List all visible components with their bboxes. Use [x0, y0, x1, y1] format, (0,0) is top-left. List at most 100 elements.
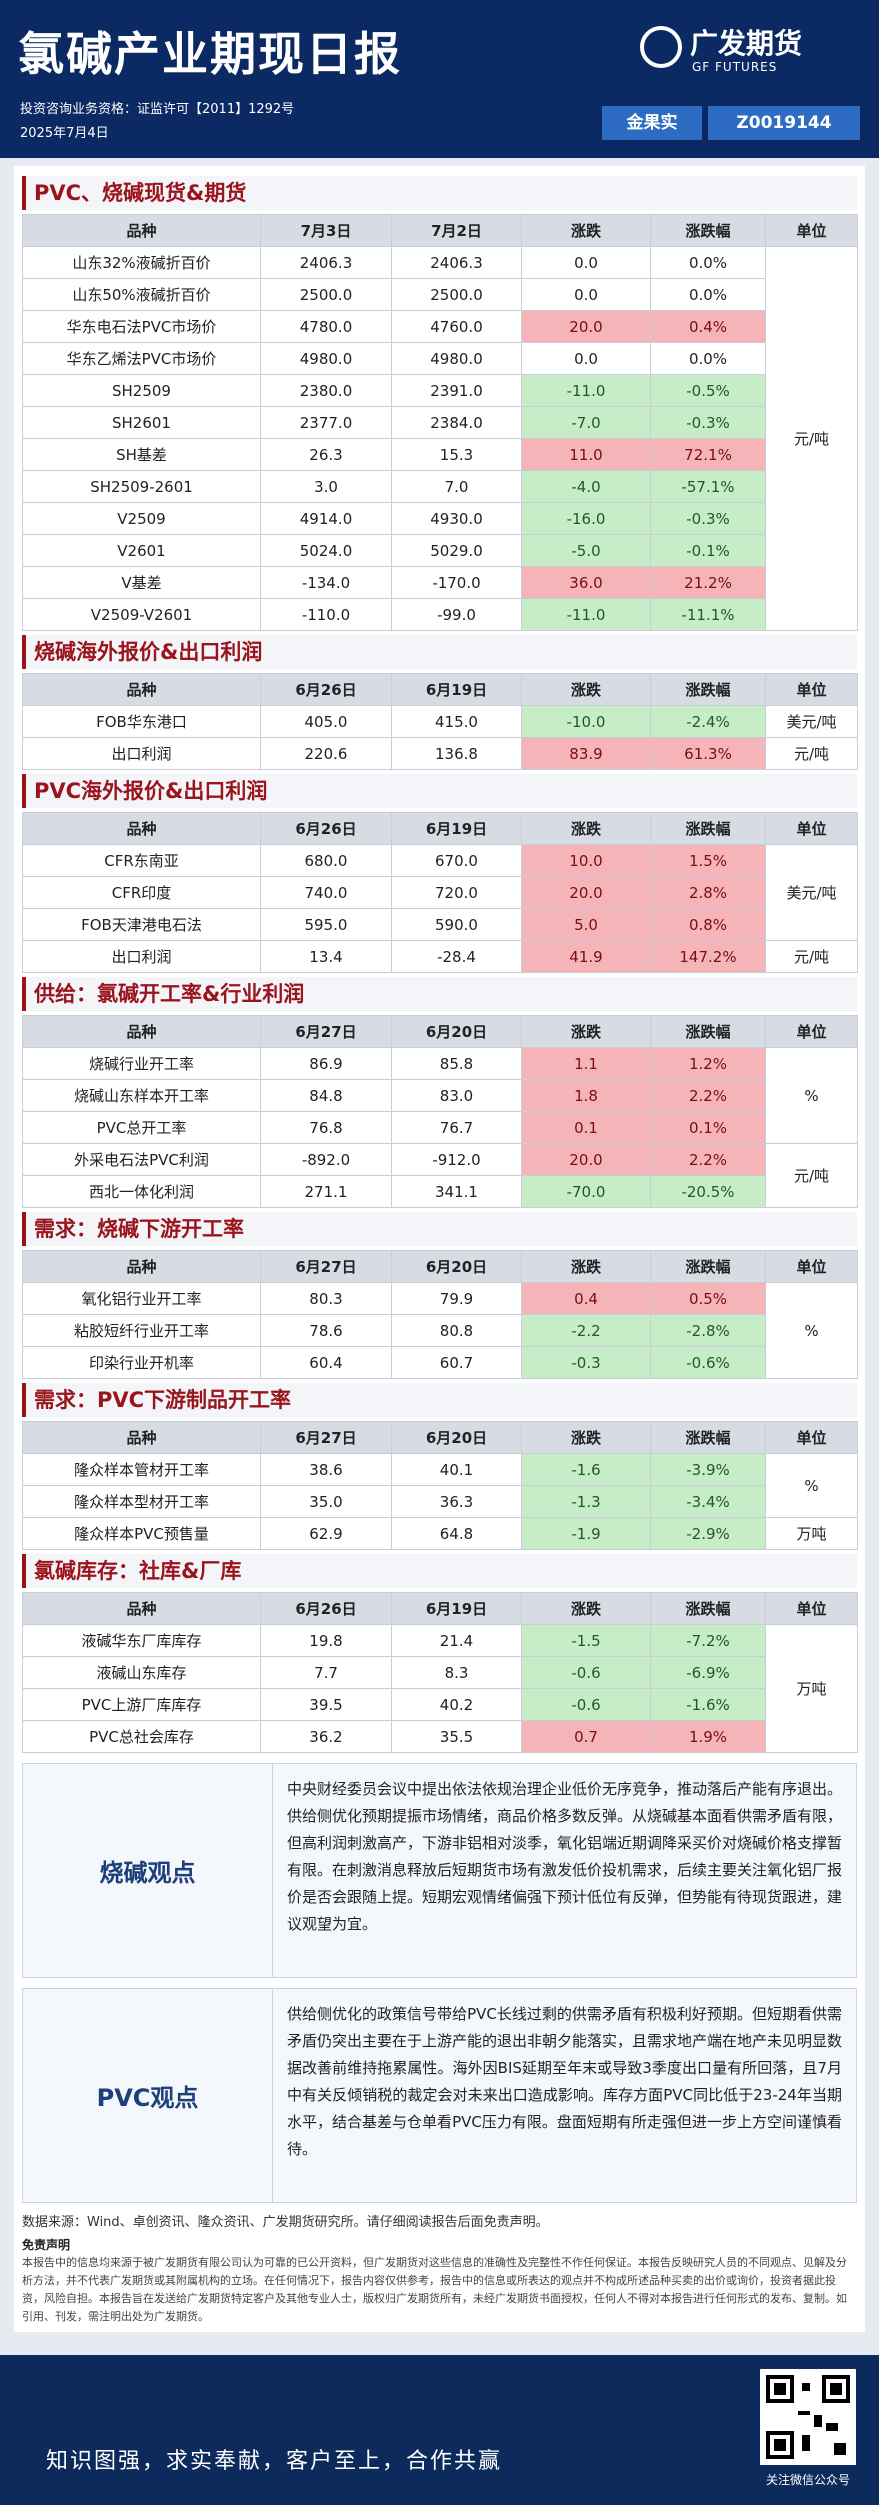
item-name: 出口利润	[22, 940, 261, 973]
column-header: 6月26日	[260, 812, 392, 845]
item-name: 烧碱行业开工率	[22, 1047, 261, 1080]
column-header: 6月20日	[391, 1421, 522, 1454]
item-name: PVC总社会库存	[22, 1720, 261, 1753]
item-name: 液碱山东库存	[22, 1656, 261, 1689]
cell-value: -4.0	[521, 470, 651, 503]
section-title: 氯碱库存：社库&厂库	[22, 1554, 857, 1588]
cell-value: 0.7	[521, 1720, 651, 1753]
column-header: 品种	[22, 1015, 261, 1048]
cell-value: -6.9%	[650, 1656, 766, 1689]
cell-value: 4760.0	[391, 310, 522, 343]
column-header: 涨跌幅	[650, 812, 766, 845]
cell-value: 41.9	[521, 940, 651, 973]
cell-value: -7.0	[521, 406, 651, 439]
column-header: 涨跌	[521, 812, 651, 845]
cell-value: 720.0	[391, 876, 522, 909]
logo-text: 广发期货	[690, 27, 803, 60]
cell-value: 2406.3	[391, 246, 522, 279]
item-name: FOB华东港口	[22, 705, 261, 738]
unit: 元/吨	[765, 1143, 858, 1208]
cell-value: 76.7	[391, 1111, 522, 1144]
cell-value: 5.0	[521, 908, 651, 941]
item-name: 出口利润	[22, 737, 261, 770]
table-row: 外采电石法PVC利润 -892.0 -912.0 20.0 2.2% 元/吨	[22, 1143, 858, 1208]
column-header: 6月19日	[391, 673, 522, 706]
slogan: 知识图强，求实奉献，客户至上，合作共赢	[46, 2449, 503, 2474]
qr-caption: 关注微信公众号	[765, 2473, 850, 2487]
unit: %	[765, 1282, 858, 1379]
column-header: 单位	[765, 812, 858, 845]
cell-value: -134.0	[260, 566, 392, 599]
item-name: 华东电石法PVC市场价	[22, 310, 261, 343]
cell-value: 4980.0	[391, 342, 522, 375]
table-row: PVC上游厂库库存 39.5 40.2 -0.6 -1.6%	[22, 1688, 858, 1721]
table-row: SH2509-2601 3.0 7.0 -4.0 -57.1%	[22, 470, 858, 503]
cell-value: 341.1	[391, 1175, 522, 1208]
column-header: 涨跌幅	[650, 1250, 766, 1283]
unit: 万吨	[765, 1624, 858, 1753]
cell-value: 2.2%	[650, 1079, 766, 1112]
cell-value: 79.9	[391, 1282, 522, 1315]
item-name: 氧化铝行业开工率	[22, 1282, 261, 1315]
cell-value: 4914.0	[260, 502, 392, 535]
cell-value: 670.0	[391, 844, 522, 877]
column-header: 品种	[22, 673, 261, 706]
tables: PVC、烧碱现货&期货 品种 7月3日 7月2日 涨跌 涨跌幅 单位 山东32%液碱折百价 24…	[22, 176, 858, 1753]
item-name: 隆众样本PVC预售量	[22, 1517, 261, 1550]
opinion-label: PVC观点	[23, 1989, 273, 2202]
item-name: SH基差	[22, 438, 261, 471]
disclaimer-title: 免责声明	[22, 2238, 71, 2252]
section-title: 烧碱海外报价&出口利润	[22, 635, 857, 669]
cell-value: -1.5	[521, 1624, 651, 1657]
header-row: 品种 6月26日 6月19日 涨跌 涨跌幅 单位	[22, 812, 858, 845]
unit: %	[765, 1453, 858, 1518]
cell-value: 39.5	[260, 1688, 392, 1721]
header-row: 品种 7月3日 7月2日 涨跌 涨跌幅 单位	[22, 214, 858, 247]
footer: 知识图强，求实奉献，客户至上，合作共赢 关注微信公众号	[0, 2355, 879, 2505]
cell-value: -0.5%	[650, 374, 766, 407]
cell-value: -5.0	[521, 534, 651, 567]
cell-value: -1.6%	[650, 1688, 766, 1721]
cell-value: -7.2%	[650, 1624, 766, 1657]
table-row: V2601 5024.0 5029.0 -5.0 -0.1%	[22, 534, 858, 567]
item-name: V2601	[22, 534, 261, 567]
data-table: 品种 6月26日 6月19日 涨跌 涨跌幅 单位 CFR东南亚 680.0 670.0 10.0 1…	[22, 812, 858, 973]
column-header: 单位	[765, 214, 858, 247]
data-table: 品种 6月27日 6月20日 涨跌 涨跌幅 单位 烧碱行业开工率 86.9 85.8 1.1 1.2…	[22, 1015, 858, 1208]
unit: 美元/吨	[765, 705, 858, 738]
cell-value: 5024.0	[260, 534, 392, 567]
header-row: 品种 6月27日 6月20日 涨跌 涨跌幅 单位	[22, 1421, 858, 1454]
column-header: 7月3日	[260, 214, 392, 247]
cell-value: 220.6	[260, 737, 392, 770]
table-row: PVC总社会库存 36.2 35.5 0.7 1.9%	[22, 1720, 858, 1753]
table-row: 出口利润 13.4 -28.4 41.9 147.2% 元/吨	[22, 940, 858, 973]
item-name: PVC总开工率	[22, 1111, 261, 1144]
table-row: SH2601 2377.0 2384.0 -7.0 -0.3%	[22, 406, 858, 439]
cell-value: -1.3	[521, 1485, 651, 1518]
unit: 美元/吨	[765, 844, 858, 941]
column-header: 品种	[22, 1250, 261, 1283]
data-table: 品种 7月3日 7月2日 涨跌 涨跌幅 单位 山东32%液碱折百价 2406.3 2406.3 0…	[22, 214, 858, 631]
cell-value: 590.0	[391, 908, 522, 941]
table-row: 液碱华东厂库库存 19.8 21.4 -1.5 -7.2% 万吨	[22, 1624, 858, 1753]
logo-subtext: GF FUTURES	[692, 60, 778, 74]
data-table: 品种 6月27日 6月20日 涨跌 涨跌幅 单位 隆众样本管材开工率 38.6 40.1 -1.6…	[22, 1421, 858, 1550]
cell-value: 11.0	[521, 438, 651, 471]
column-header: 涨跌幅	[650, 1421, 766, 1454]
column-header: 6月19日	[391, 812, 522, 845]
cell-value: 2377.0	[260, 406, 392, 439]
opinion-text: 供给侧优化的政策信号带给PVC长线过剩的供需矛盾有积极利好预期。但短期看供需矛盾…	[287, 2005, 843, 2158]
unit: 元/吨	[765, 940, 858, 973]
item-name: SH2509	[22, 374, 261, 407]
logo-icon	[640, 26, 682, 68]
qualification: 投资咨询业务资格：证监许可【2011】1292号	[20, 102, 295, 117]
cell-value: 7.0	[391, 470, 522, 503]
header-row: 品种 6月26日 6月19日 涨跌 涨跌幅 单位	[22, 673, 858, 706]
column-header: 品种	[22, 812, 261, 845]
cell-value: -0.3%	[650, 502, 766, 535]
header-row: 品种 6月27日 6月20日 涨跌 涨跌幅 单位	[22, 1015, 858, 1048]
column-header: 单位	[765, 1421, 858, 1454]
cell-value: -70.0	[521, 1175, 651, 1208]
table-row: 氧化铝行业开工率 80.3 79.9 0.4 0.5%%	[22, 1282, 858, 1379]
